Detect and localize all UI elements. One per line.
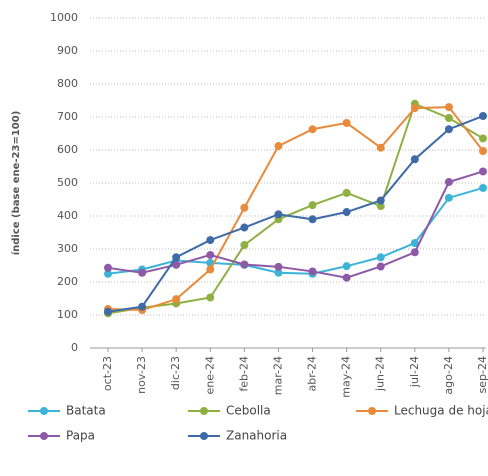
data-point bbox=[274, 268, 283, 277]
x-tick-label: jun-24 bbox=[374, 356, 387, 392]
data-point bbox=[444, 113, 453, 122]
data-point bbox=[376, 253, 385, 262]
series-line bbox=[107, 186, 484, 275]
y-tick-label: 400 bbox=[57, 209, 78, 222]
data-point bbox=[240, 223, 249, 232]
data-point bbox=[376, 196, 385, 205]
data-point bbox=[376, 202, 385, 211]
y-tick-label: 100 bbox=[57, 308, 78, 321]
x-tick-label: jul-24 bbox=[408, 356, 421, 388]
legend-marker bbox=[200, 432, 208, 440]
series-line bbox=[107, 115, 484, 313]
x-tick-label: feb-24 bbox=[237, 356, 250, 392]
data-point bbox=[410, 104, 419, 113]
data-point bbox=[172, 260, 181, 269]
data-point bbox=[206, 250, 215, 259]
x-tick-label: ago-24 bbox=[442, 356, 455, 395]
y-tick-label: 800 bbox=[57, 77, 78, 90]
data-point bbox=[410, 248, 419, 257]
y-tick-label: 1000 bbox=[50, 11, 78, 24]
data-point bbox=[206, 236, 215, 245]
legend-marker bbox=[200, 407, 208, 415]
data-point bbox=[206, 265, 215, 274]
data-point bbox=[104, 269, 112, 278]
data-point bbox=[444, 178, 453, 187]
data-point bbox=[376, 262, 385, 271]
data-point bbox=[138, 302, 147, 311]
legend-label: Zanahoria bbox=[226, 429, 287, 443]
data-point bbox=[274, 142, 283, 151]
x-tick-label: abr-24 bbox=[306, 356, 319, 392]
data-point bbox=[240, 203, 249, 212]
data-point bbox=[479, 134, 487, 143]
y-tick-label: 300 bbox=[57, 242, 78, 255]
x-tick-label: may-24 bbox=[340, 356, 353, 398]
data-point bbox=[342, 273, 351, 282]
data-point bbox=[342, 208, 351, 217]
data-point bbox=[410, 155, 419, 164]
x-tick-label: oct-23 bbox=[101, 356, 114, 391]
series-line bbox=[107, 102, 484, 315]
legend-label: Papa bbox=[66, 429, 95, 443]
x-tick-label: nov-23 bbox=[135, 356, 148, 394]
data-point bbox=[104, 307, 112, 316]
data-point bbox=[479, 112, 487, 121]
data-point bbox=[444, 193, 453, 202]
data-point bbox=[342, 262, 351, 271]
y-tick-label: 0 bbox=[71, 341, 78, 354]
data-point bbox=[240, 260, 249, 269]
data-point bbox=[410, 239, 419, 248]
data-point bbox=[274, 262, 283, 271]
data-point bbox=[274, 210, 283, 219]
data-point bbox=[240, 241, 249, 250]
data-point bbox=[479, 167, 487, 176]
legend-marker bbox=[40, 407, 48, 415]
data-point bbox=[308, 201, 317, 210]
legend-marker bbox=[40, 432, 48, 440]
y-tick-label: 200 bbox=[57, 275, 78, 288]
legend-label: Batata bbox=[66, 404, 106, 418]
data-point bbox=[444, 103, 453, 112]
y-tick-label: 900 bbox=[57, 44, 78, 57]
y-tick-label: 700 bbox=[57, 110, 78, 123]
y-tick-label: 600 bbox=[57, 143, 78, 156]
data-point bbox=[308, 215, 317, 224]
y-tick-label: 500 bbox=[57, 176, 78, 189]
y-axis-label: índice (base ene-23=100) bbox=[10, 111, 22, 256]
data-point bbox=[138, 268, 147, 277]
legend-marker bbox=[368, 407, 376, 415]
x-tick-label: ene-24 bbox=[203, 356, 216, 394]
data-point bbox=[206, 293, 215, 302]
data-point bbox=[479, 146, 487, 155]
data-point bbox=[172, 253, 181, 262]
data-point bbox=[376, 143, 385, 152]
data-point bbox=[342, 118, 351, 127]
legend-label: Cebolla bbox=[226, 404, 271, 418]
data-point bbox=[479, 183, 487, 192]
data-point bbox=[444, 125, 453, 134]
x-tick-label: dic-23 bbox=[169, 356, 182, 390]
data-point bbox=[308, 125, 317, 134]
data-point bbox=[172, 295, 181, 304]
series-line bbox=[107, 106, 484, 312]
data-point bbox=[104, 263, 112, 272]
x-tick-label: mar-24 bbox=[271, 356, 284, 395]
x-tick-label: sep-24 bbox=[476, 356, 488, 393]
data-point bbox=[342, 188, 351, 197]
legend-label: Lechuga de hoja bbox=[394, 404, 488, 418]
series-line bbox=[107, 170, 484, 279]
data-point bbox=[308, 267, 317, 276]
